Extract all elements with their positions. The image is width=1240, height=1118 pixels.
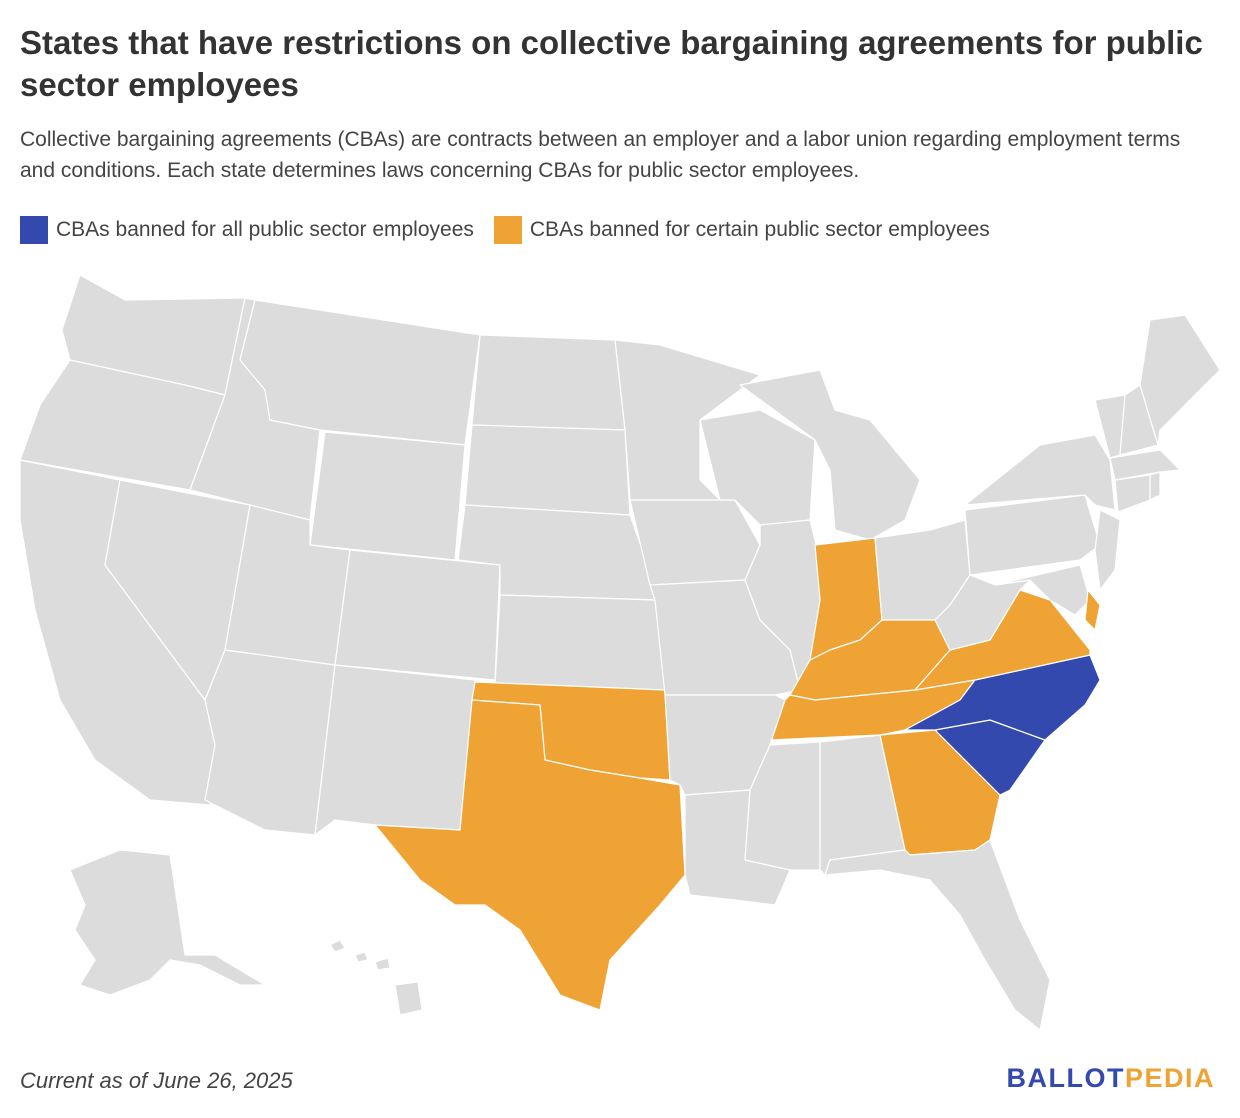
state-north-dakota[interactable] [471, 334, 626, 431]
state-new-jersey[interactable] [1094, 509, 1121, 591]
state-colorado[interactable] [334, 549, 501, 681]
state-illinois[interactable] [744, 519, 826, 691]
state-alaska[interactable] [69, 849, 266, 996]
state-arizona[interactable] [204, 649, 336, 836]
state-maryland[interactable] [994, 564, 1091, 616]
map-subtitle: Collective bargaining agreements (CBAs) … [20, 128, 1181, 182]
legend-label-all: CBAs banned for all public sector employ… [56, 218, 474, 241]
state-michigan[interactable] [739, 369, 921, 541]
map-title: States that have restrictions on collect… [20, 24, 1203, 103]
brand-part-pedia: PEDIA [1124, 1063, 1215, 1093]
state-maine[interactable] [1139, 314, 1221, 446]
state-massachusetts[interactable] [1109, 449, 1181, 481]
brand-part-ballot: BALLOT [1006, 1063, 1125, 1093]
state-new-mexico[interactable] [314, 664, 476, 836]
state-minnesota[interactable] [614, 339, 761, 501]
legend-item-all: CBAs banned for all public sector employ… [20, 216, 474, 244]
state-florida[interactable] [824, 839, 1051, 1031]
ballotpedia-logo[interactable]: BALLOTPEDIA [1006, 1063, 1215, 1094]
legend-item-certain: CBAs banned for certain public sector em… [493, 216, 990, 244]
state-montana[interactable] [239, 299, 481, 446]
state-texas[interactable] [374, 699, 686, 1011]
state-connecticut[interactable] [1114, 474, 1151, 513]
legend-label-certain: CBAs banned for certain public sector em… [529, 218, 990, 241]
state-delaware[interactable] [1084, 589, 1101, 631]
state-west-virginia[interactable] [934, 574, 1031, 651]
state-new-york[interactable] [964, 434, 1116, 511]
state-hawaii[interactable] [329, 939, 423, 1016]
state-pennsylvania[interactable] [964, 494, 1101, 576]
legend-swatch-all [20, 216, 48, 244]
us-map [19, 274, 1221, 1031]
state-iowa[interactable] [629, 499, 761, 586]
state-wyoming[interactable] [309, 431, 466, 561]
state-kansas[interactable] [494, 594, 666, 691]
state-north-carolina[interactable] [904, 654, 1101, 741]
legend: CBAs banned for all public sector employ… [20, 215, 1010, 245]
legend-swatch-certain [493, 216, 522, 244]
state-south-dakota[interactable] [464, 424, 631, 516]
footer-note: Current as of June 26, 2025 [20, 1068, 293, 1093]
state-rhode-island[interactable] [1149, 471, 1161, 501]
